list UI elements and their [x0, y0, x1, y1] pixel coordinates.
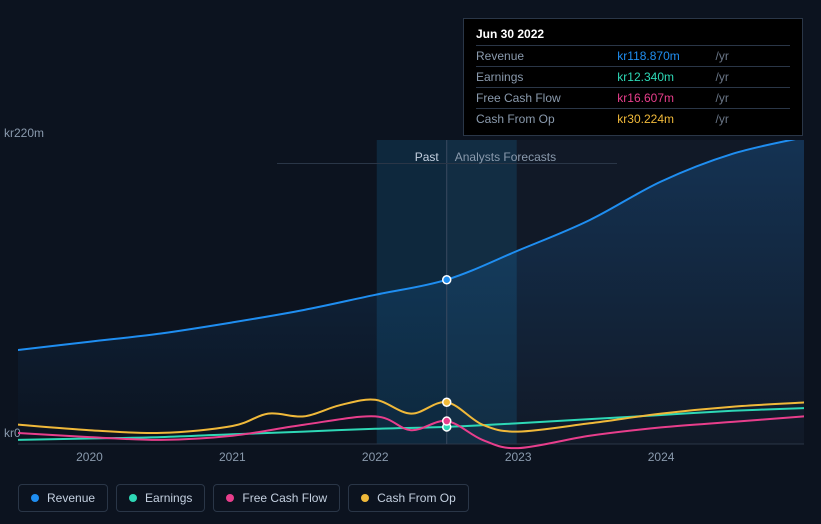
- chart-area: [18, 0, 804, 444]
- x-axis: 2020 2021 2022 2023 2024: [18, 450, 804, 470]
- legend-swatch-icon: [31, 494, 39, 502]
- x-axis-tick: 2021: [219, 450, 246, 464]
- legend-item-fcf[interactable]: Free Cash Flow: [213, 484, 340, 512]
- legend-label: Cash From Op: [377, 491, 456, 505]
- chart-legend: Revenue Earnings Free Cash Flow Cash From O…: [18, 484, 469, 512]
- chart-container: Jun 30 2022 Revenuekr118.870m/yrEarnings…: [0, 0, 821, 524]
- x-axis-tick: 2020: [76, 450, 103, 464]
- legend-swatch-icon: [129, 494, 137, 502]
- x-axis-tick: 2023: [505, 450, 532, 464]
- x-axis-tick: 2024: [648, 450, 675, 464]
- x-axis-tick: 2022: [362, 450, 389, 464]
- legend-label: Revenue: [47, 491, 95, 505]
- past-label: Past: [277, 150, 447, 164]
- legend-label: Earnings: [145, 491, 192, 505]
- legend-swatch-icon: [226, 494, 234, 502]
- legend-item-cfo[interactable]: Cash From Op: [348, 484, 469, 512]
- forecasts-label: Analysts Forecasts: [447, 150, 617, 164]
- legend-label: Free Cash Flow: [242, 491, 327, 505]
- legend-item-earnings[interactable]: Earnings: [116, 484, 205, 512]
- chart-plot[interactable]: [18, 140, 804, 444]
- legend-swatch-icon: [361, 494, 369, 502]
- legend-item-revenue[interactable]: Revenue: [18, 484, 108, 512]
